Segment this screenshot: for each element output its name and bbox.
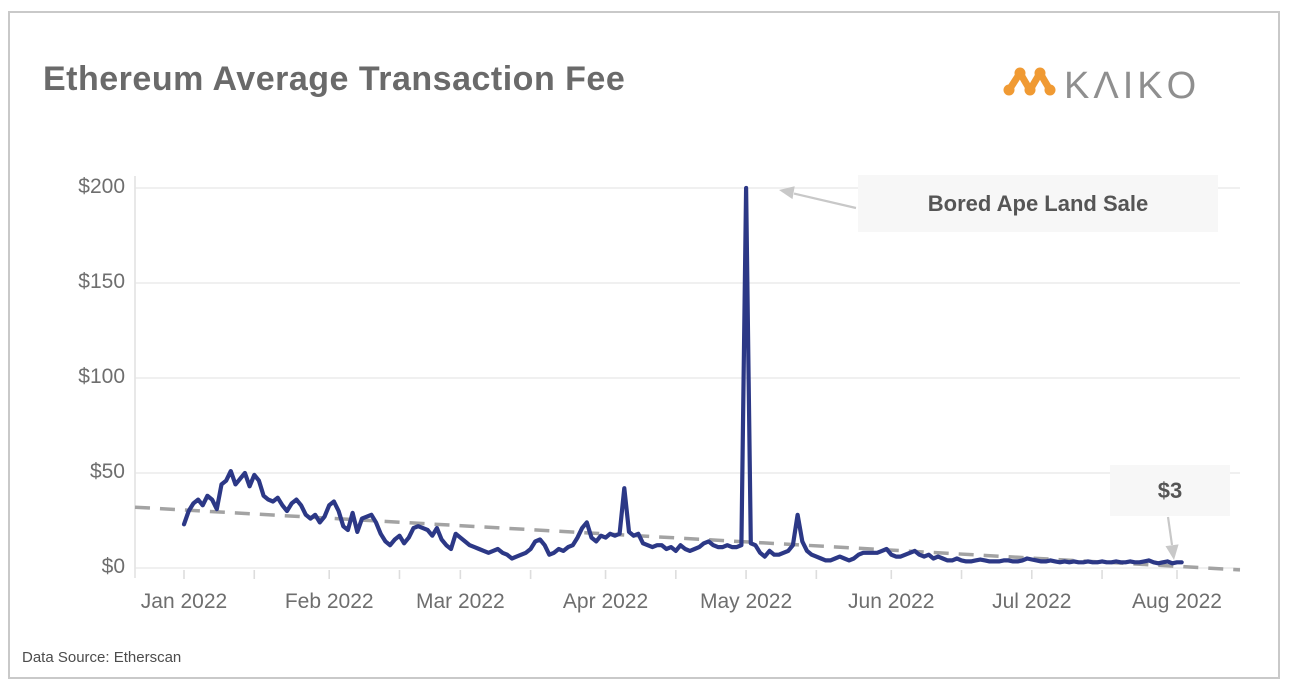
kaiko-mark-icon bbox=[1002, 60, 1056, 111]
latest-value-text: $3 bbox=[1157, 477, 1183, 503]
page-title: Ethereum Average Transaction Fee bbox=[43, 60, 626, 98]
y-axis-label: $150 bbox=[78, 270, 125, 293]
kaiko-logo: KΛIKO bbox=[1002, 60, 1200, 111]
x-axis-label: Mar 2022 bbox=[415, 590, 505, 613]
bored-ape-annotation: Bored Ape Land Sale bbox=[858, 175, 1218, 232]
x-axis-label: Jan 2022 bbox=[140, 590, 228, 613]
latest-value-annotation: $3 bbox=[1110, 465, 1230, 516]
x-axis-label: Jun 2022 bbox=[848, 590, 935, 613]
x-axis-label: Apr 2022 bbox=[562, 590, 649, 613]
y-axis-label: $100 bbox=[78, 365, 125, 388]
x-axis-label: May 2022 bbox=[699, 590, 793, 613]
bored-ape-annotation-text: Bored Ape Land Sale bbox=[927, 190, 1149, 216]
y-axis-label: $50 bbox=[89, 460, 125, 483]
data-source-label: Data Source: Etherscan bbox=[22, 649, 182, 666]
x-axis-label: Aug 2022 bbox=[1132, 590, 1222, 613]
y-axis-label: $200 bbox=[78, 175, 125, 198]
x-axis-label: Jul 2022 bbox=[992, 590, 1072, 613]
kaiko-wordmark: KΛIKO bbox=[1064, 64, 1201, 107]
x-axis-label: Feb 2022 bbox=[284, 590, 374, 613]
y-axis-label: $0 bbox=[101, 555, 125, 578]
